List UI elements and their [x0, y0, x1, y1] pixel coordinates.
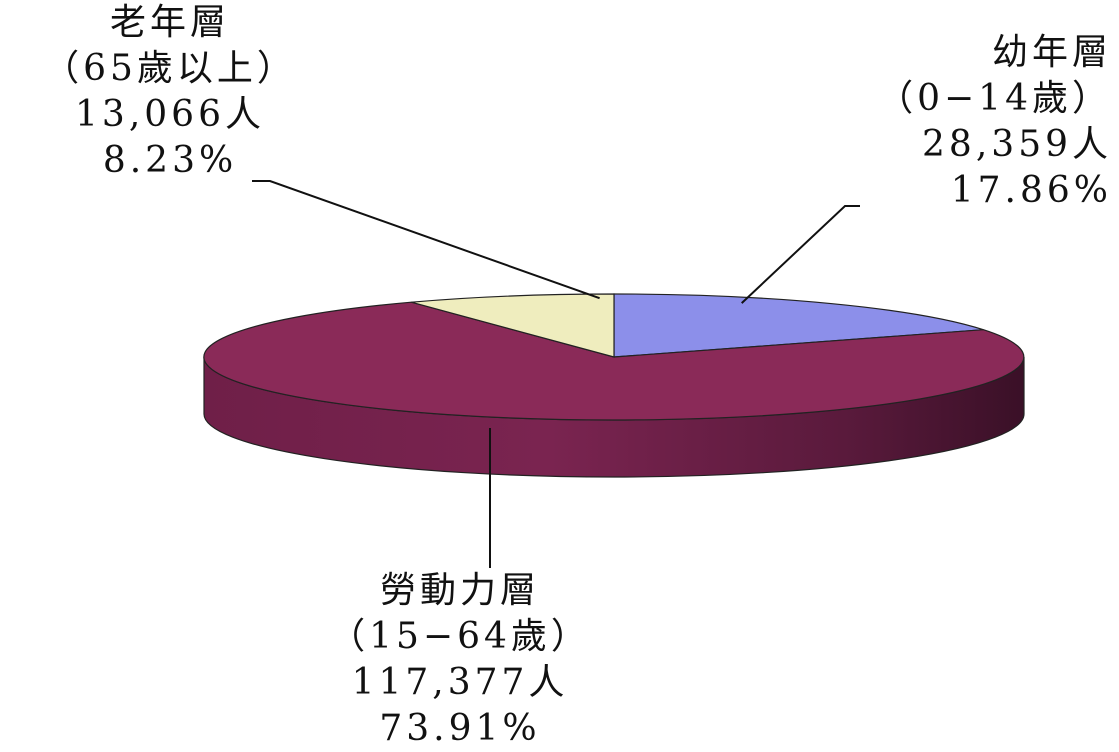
slice-label-youth-count: 28,359人 [922, 124, 1112, 165]
slice-label-labor: 勞動力層 （15−64歲） 117,377人 73.91% [300, 568, 620, 752]
slice-label-elderly-count: 13,066人 [75, 94, 265, 135]
slice-label-labor-count: 117,377人 [351, 662, 569, 703]
pie-slice-labor [203, 301, 1025, 421]
pie-slice-youth [613, 293, 984, 358]
slice-label-elderly-percent: 8.23% [102, 140, 238, 181]
slice-label-labor-name: 勞動力層 [379, 570, 540, 611]
slice-label-labor-percent: 73.91% [379, 708, 541, 749]
slice-label-youth-name: 幼年層 [991, 32, 1112, 73]
leader-line-elderly [252, 180, 600, 300]
slice-label-youth-range: （0−14歲） [877, 78, 1112, 119]
slice-label-youth: 幼年層 （0−14歲） 28,359人 17.86% [842, 30, 1112, 214]
pie-slice-elderly [411, 293, 615, 358]
slice-label-elderly-name: 老年層 [109, 2, 230, 43]
leader-line-youth [741, 205, 860, 304]
slice-label-elderly: 老年層 （65歲以上） 13,066人 8.23% [20, 0, 320, 184]
slice-label-labor-range: （15−64歲） [329, 616, 591, 657]
slice-label-youth-percent: 17.86% [950, 170, 1112, 211]
slice-label-elderly-range: （65歲以上） [43, 48, 297, 89]
